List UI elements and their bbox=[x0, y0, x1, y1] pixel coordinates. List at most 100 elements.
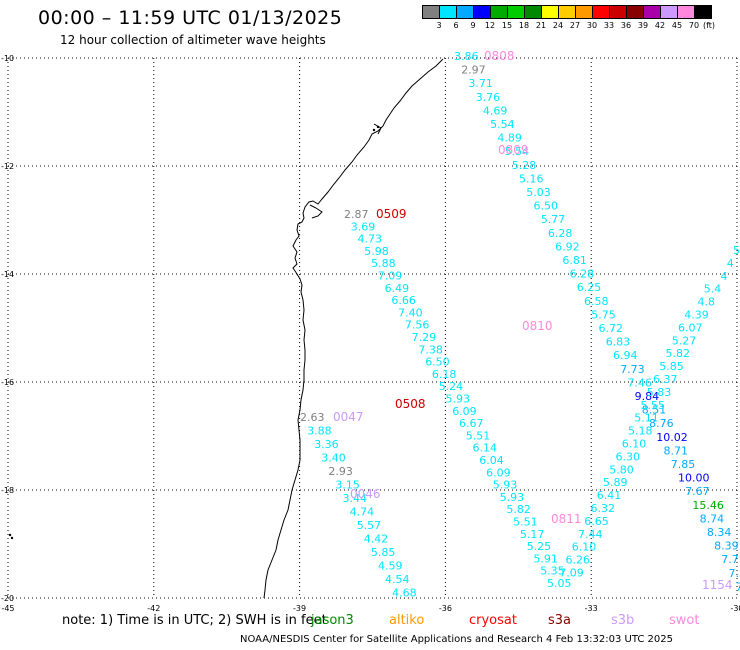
brazil-coastline bbox=[263, 58, 444, 599]
lat-label: -16 bbox=[1, 378, 14, 387]
legend-item-jason3: jason3 bbox=[311, 613, 354, 628]
wave-height-label: 6.66 bbox=[391, 294, 416, 307]
wave-height-label: 6.28 bbox=[548, 227, 573, 240]
wave-height-label: 5.25 bbox=[527, 540, 552, 553]
colorbar-label: 36 bbox=[620, 21, 632, 30]
wave-height-label: 3.88 bbox=[307, 425, 332, 438]
lat-label: -20 bbox=[1, 594, 14, 603]
lat-label: -18 bbox=[1, 486, 14, 495]
wave-height-label: 6.92 bbox=[555, 240, 580, 253]
wave-height-label: 5.85 bbox=[371, 546, 396, 559]
colorbar-label: 27 bbox=[569, 21, 581, 30]
wave-height-label: 4.59 bbox=[378, 560, 403, 573]
wave-height-label: 4.73 bbox=[358, 233, 383, 246]
wave-height-label: 6.14 bbox=[473, 442, 498, 455]
coast-dot bbox=[372, 128, 376, 132]
wave-height-label: 2.63 bbox=[300, 411, 325, 424]
wave-height-label: 4.89 bbox=[497, 132, 522, 145]
wave-height-label: 5.11 bbox=[634, 412, 659, 425]
coast-dot bbox=[10, 536, 14, 540]
axis-labels: -10 -12 -14 -16 -18 -20-45 -42 -39 -36 -33 -30 bbox=[1, 54, 740, 612]
wave-height-label: 10.00 bbox=[678, 472, 710, 485]
wave-height-label: 6.41 bbox=[597, 489, 622, 502]
wave-height-label: 6.50 bbox=[425, 356, 450, 369]
wave-height-label: 2.87 bbox=[344, 208, 369, 221]
wave-height-label: 7.29 bbox=[412, 331, 437, 344]
legend-item-cryosat: cryosat bbox=[469, 613, 517, 628]
colorbar-label: 21 bbox=[535, 21, 547, 30]
wave-height-label: 5.77 bbox=[541, 213, 566, 226]
wave-height-label: 5.16 bbox=[519, 172, 544, 185]
wave-height-label: 7.73 bbox=[620, 363, 645, 376]
wave-height-label: 5 bbox=[733, 244, 740, 257]
wave-height-label: 4.54 bbox=[385, 573, 410, 586]
colorbar-label: 70 bbox=[688, 21, 700, 30]
wave-height-label: 4.69 bbox=[483, 104, 508, 117]
pass-time-label: 0809 bbox=[498, 143, 529, 157]
lon-label: -42 bbox=[147, 604, 160, 612]
wave-height-label: 5.89 bbox=[603, 476, 628, 489]
coast-dot bbox=[8, 533, 12, 537]
wave-height-label: 5.57 bbox=[357, 519, 382, 532]
wave-height-label: 3.44 bbox=[343, 492, 368, 505]
wave-height-label: 7.09 bbox=[559, 567, 584, 580]
wave-height-label: 5.93 bbox=[493, 479, 518, 492]
wave-height-label: 6.10 bbox=[622, 438, 647, 451]
wave-height-label: 5.28 bbox=[512, 159, 537, 172]
wave-height-label: 6.18 bbox=[432, 368, 457, 381]
wave-height-label: 6.28 bbox=[570, 268, 595, 281]
colorbar-label: (ft) bbox=[702, 21, 716, 30]
wave-height-label: 8.34 bbox=[707, 526, 732, 539]
wave-height-label: 5.54 bbox=[490, 118, 514, 131]
coast-islands bbox=[373, 123, 382, 135]
pass-time-label: 0046 bbox=[350, 487, 381, 501]
wave-height-label: 5.98 bbox=[364, 245, 389, 258]
wave-height-label: 5.82 bbox=[666, 347, 691, 360]
wave-height-label: 6.26 bbox=[566, 554, 591, 567]
wave-height-label: 10.02 bbox=[656, 431, 688, 444]
wave-height-label: 5.88 bbox=[371, 257, 396, 270]
wave-height-label: 5.75 bbox=[591, 308, 616, 321]
colorbar-label: 15 bbox=[501, 21, 513, 30]
lon-label: -39 bbox=[293, 604, 306, 612]
wave-height-label: 8.76 bbox=[649, 417, 674, 430]
wave-height-label: 7.67 bbox=[685, 485, 710, 498]
wave-height-label: 6.81 bbox=[562, 254, 587, 267]
wave-height-label: 3.69 bbox=[351, 220, 376, 233]
wave-height-label: 5.93 bbox=[500, 491, 524, 504]
map-subtitle: 12 hour collection of altimeter wave hei… bbox=[60, 33, 326, 47]
wave-height-label: 6.50 bbox=[534, 200, 559, 213]
wave-height-label: 2.93 bbox=[328, 465, 353, 478]
wave-height-label: 5.05 bbox=[547, 577, 572, 590]
wave-height-label: 5.80 bbox=[609, 463, 634, 476]
wave-height-label: 7.85 bbox=[671, 458, 696, 471]
colorbar-label: 42 bbox=[654, 21, 666, 30]
wave-height-label: 8.71 bbox=[664, 444, 689, 457]
pass-time-labels: 0808 0809 0509 0810 0508 0047 0046 0811 1154 bbox=[333, 49, 733, 592]
map-canvas: 3.862.973.713.764.695.544.895.545.285.16… bbox=[1, 49, 740, 612]
wave-height-label: 5.85 bbox=[659, 360, 684, 373]
wave-height-label: 2.97 bbox=[461, 64, 486, 77]
lon-label: -36 bbox=[439, 604, 452, 612]
map-title: 00:00 – 11:59 UTC 01/13/2025 bbox=[38, 7, 343, 29]
pass-time-label: 0811 bbox=[551, 512, 582, 526]
wave-height-label: 5.17 bbox=[520, 528, 545, 541]
wave-height-label: 4.68 bbox=[392, 587, 417, 600]
colorbar-label: 6 bbox=[453, 21, 459, 30]
wave-height-label: 7.71 bbox=[721, 553, 740, 566]
wave-height-label: 6.10 bbox=[572, 541, 597, 554]
pass-time-label: 0808 bbox=[484, 49, 515, 63]
wave-height-label: 4.42 bbox=[364, 533, 389, 546]
colorbar-swatch bbox=[694, 5, 712, 19]
colorbar-label: 24 bbox=[552, 21, 564, 30]
wave-height-label: 5.51 bbox=[513, 516, 538, 529]
wave-height-label: 6.09 bbox=[486, 466, 511, 479]
wave-height-label: 7.73 bbox=[736, 580, 740, 593]
colorbar-label: 30 bbox=[586, 21, 598, 30]
wave-height-label: 7.40 bbox=[398, 306, 423, 319]
wave-height-label: 6.67 bbox=[459, 417, 484, 430]
wave-height-label: 6.49 bbox=[385, 282, 410, 295]
pass-time-label: 0509 bbox=[376, 207, 407, 221]
wave-height-label: 3.40 bbox=[321, 452, 346, 465]
colorbar-label: 39 bbox=[637, 21, 649, 30]
